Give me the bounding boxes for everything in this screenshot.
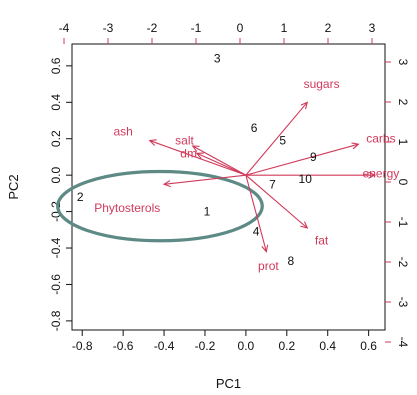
- observation-label: 5: [279, 134, 286, 148]
- top-tick-label: 3: [369, 21, 376, 35]
- observation-label: 10: [299, 172, 313, 186]
- x-tick-label: -0.6: [113, 339, 134, 353]
- top-tick-label: -1: [191, 21, 202, 35]
- right-tick-label: -2: [396, 257, 410, 268]
- y-tick-label: 0.0: [49, 166, 63, 183]
- x-tick-label: 0.0: [238, 339, 255, 353]
- loading-label-sugars: sugars: [304, 77, 340, 91]
- loading-label-Phytosterols: Phytosterols: [94, 201, 160, 215]
- x-tick-label: -0.8: [72, 339, 93, 353]
- loading-arrow-dm: [196, 152, 247, 176]
- annotation-layer: [56, 169, 264, 243]
- top-tick-label: 0: [237, 21, 244, 35]
- y-tick-label: -0.8: [49, 310, 63, 331]
- right-tick-label: 3: [396, 59, 410, 66]
- right-tick-label: -4: [396, 337, 410, 348]
- loading-arrowhead-fat: [300, 221, 309, 229]
- observation-label: 1: [204, 205, 211, 219]
- x-tick-label: -0.2: [195, 339, 216, 353]
- top-tick-label: 1: [281, 21, 288, 35]
- loading-label-salt: salt: [175, 134, 194, 148]
- y-tick-label: 0.6: [49, 57, 63, 74]
- highlight-ellipse: [56, 169, 264, 243]
- right-tick-label: 2: [396, 99, 410, 106]
- right-tick-label: 0: [396, 179, 410, 186]
- x-tick-label: -0.4: [154, 339, 175, 353]
- observation-label: 3: [214, 52, 221, 66]
- loading-label-dm: dm: [180, 146, 197, 160]
- loading-arrow-ash: [149, 140, 247, 176]
- x-tick-label: 0.2: [278, 339, 295, 353]
- observation-label: 8: [288, 254, 295, 268]
- y-tick-label: 0.2: [49, 130, 63, 147]
- loading-arrowhead-prot: [261, 244, 269, 253]
- x-tick-label: 0.4: [319, 339, 336, 353]
- loading-arrowhead-sugars: [300, 101, 309, 110]
- loading-arrowhead-ash: [148, 139, 157, 146]
- y-tick-label: -0.2: [49, 201, 63, 222]
- observation-layer: 1 2 3 4 5 6 7 8 9 10: [77, 52, 317, 268]
- top-tick-label: -2: [147, 21, 158, 35]
- observation-label: 6: [251, 121, 258, 135]
- loading-arrowhead-energy: [368, 171, 377, 179]
- x-axis-title: PC1: [216, 376, 241, 390]
- top-tick-label: -4: [59, 21, 70, 35]
- loading-arrow-prot: [245, 175, 267, 252]
- top-tick-label: 2: [325, 21, 332, 35]
- observation-label: 4: [253, 225, 260, 239]
- loading-label-ash: ash: [113, 124, 132, 138]
- loading-label-carbs: carbs: [366, 132, 395, 146]
- observation-label: 7: [269, 177, 276, 191]
- observation-label: 9: [310, 150, 317, 164]
- loading-arrowhead-dm: [195, 152, 204, 159]
- y-tick-label: 0.4: [49, 94, 63, 111]
- x-tick-label: 0.6: [360, 339, 377, 353]
- loading-arrow-Phytosterols: [163, 174, 246, 185]
- right-tick-label: -3: [396, 297, 410, 308]
- loading-arrow-carbs: [245, 143, 359, 176]
- y-tick-label: -0.4: [49, 237, 63, 258]
- axes-layer: -0.8 -0.6 -0.4 -0.2 0.0 0.2 0.4 0.6 -0.8 -0.6 -0.4…: [49, 21, 410, 353]
- right-tick-label: 1: [396, 139, 410, 146]
- y-tick-label: -0.6: [49, 274, 63, 295]
- loading-label-prot: prot: [258, 259, 279, 273]
- loading-arrowhead-salt: [191, 145, 200, 153]
- loading-arrowhead-Phytosterols: [162, 180, 171, 188]
- loading-arrow-sugars: [245, 101, 308, 176]
- y-axis-title: PC2: [6, 174, 21, 199]
- loading-label-fat: fat: [315, 234, 329, 248]
- loading-arrowhead-carbs: [351, 142, 360, 150]
- loading-arrow-salt: [192, 145, 247, 176]
- loading-arrow-fat: [245, 174, 308, 229]
- top-tick-label: -3: [103, 21, 114, 35]
- loading-label-energy: energy: [363, 166, 400, 180]
- observation-label: 2: [77, 190, 84, 204]
- right-tick-label: -1: [396, 217, 410, 228]
